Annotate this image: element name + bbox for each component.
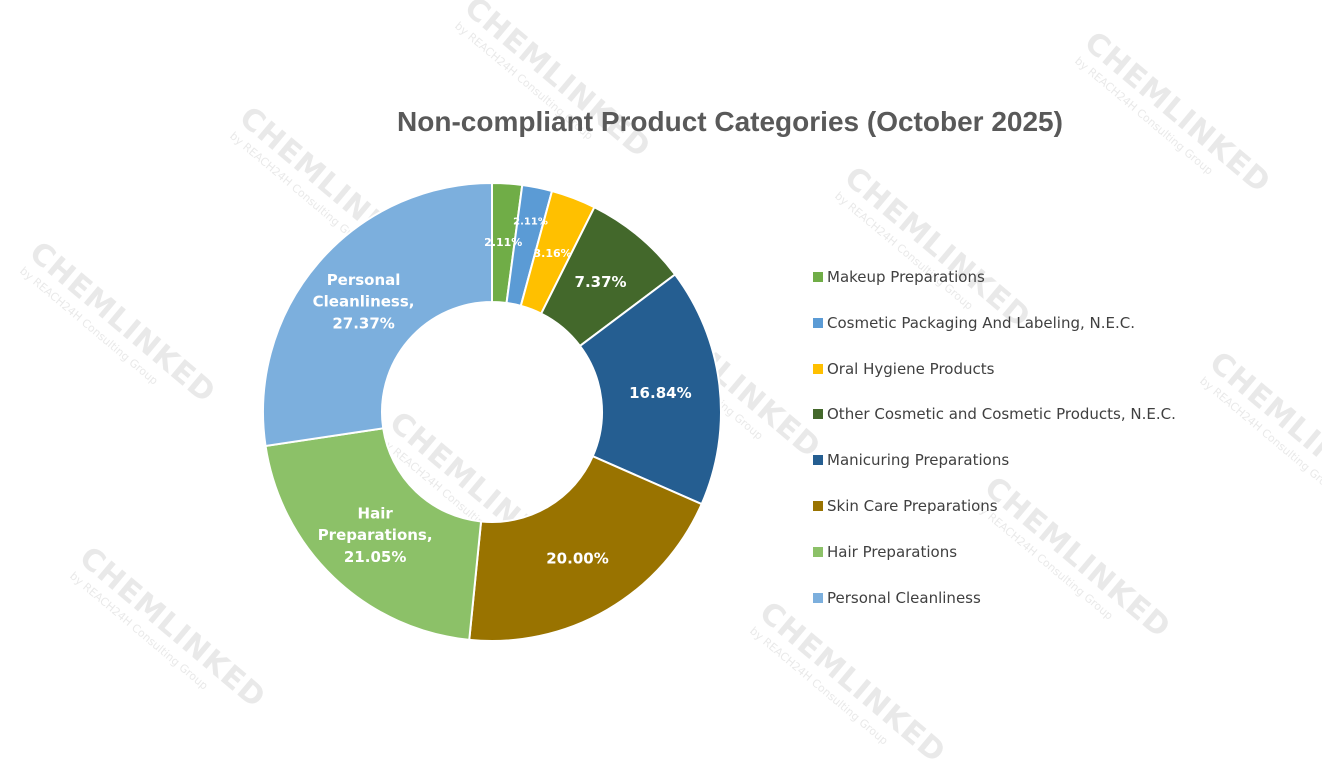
donut-slice-skin-care-preparations	[468, 454, 703, 642]
legend-swatch	[813, 317, 823, 328]
legend-item: Oral Hygiene Products	[813, 360, 1176, 406]
legend-item: Makeup Preparations	[813, 268, 1176, 314]
legend-item: Personal Cleanliness	[813, 589, 1176, 635]
donut-slice-personal-cleanliness	[262, 181, 493, 448]
legend-item: Skin Care Preparations	[813, 497, 1176, 543]
legend-item: Cosmetic Packaging And Labeling, N.E.C.	[813, 314, 1176, 360]
chart-legend: Makeup Preparations Cosmetic Packaging An…	[813, 268, 1176, 634]
data-label: 2.11%	[484, 236, 522, 249]
legend-label: Other Cosmetic and Cosmetic Products, N.…	[827, 405, 1176, 424]
legend-swatch	[813, 592, 823, 603]
legend-swatch	[813, 455, 823, 466]
legend-label: Makeup Preparations	[827, 268, 985, 286]
data-label: Hair Preparations, 21.05%	[318, 504, 433, 566]
data-label: 3.16%	[533, 247, 571, 260]
legend-item: Manicuring Preparations	[813, 451, 1176, 497]
donut-slice-labels: 2.11% 2.11% 3.16% 7.37% 16.84% 20.00% Hair Prep…	[313, 216, 692, 567]
legend-swatch	[813, 363, 823, 374]
legend-swatch	[813, 546, 823, 557]
legend-item: Hair Preparations	[813, 543, 1176, 589]
data-label: 20.00%	[546, 550, 608, 568]
donut-slice-manicuring-preparations	[578, 273, 722, 506]
legend-label: Oral Hygiene Products	[827, 359, 995, 378]
chart-title: Non-compliant Product Categories (Octobe…	[397, 106, 1063, 137]
legend-label: Skin Care Preparations	[827, 496, 998, 515]
legend-label: Manicuring Preparations	[827, 451, 1010, 470]
legend-swatch	[813, 500, 823, 511]
legend-swatch	[813, 272, 823, 282]
data-label: 7.37%	[575, 273, 627, 291]
legend-label: Cosmetic Packaging And Labeling, N.E.C.	[827, 313, 1136, 332]
legend-label: Hair Preparations	[827, 542, 958, 561]
data-label: 2.11%	[513, 216, 548, 227]
legend-swatch	[813, 409, 823, 420]
legend-label: Personal Cleanliness	[827, 588, 981, 607]
legend-item: Other Cosmetic and Cosmetic Products, N.…	[813, 405, 1176, 451]
donut-chart: 2.11% 2.11% 3.16% 7.37% 16.84% 20.00% Hair Prep…	[262, 181, 722, 642]
donut-slice-hair-preparations	[264, 427, 483, 641]
data-label: 16.84%	[629, 384, 691, 402]
data-label: Personal Cleanliness, 27.37%	[313, 271, 415, 333]
donut-slices	[262, 181, 722, 642]
